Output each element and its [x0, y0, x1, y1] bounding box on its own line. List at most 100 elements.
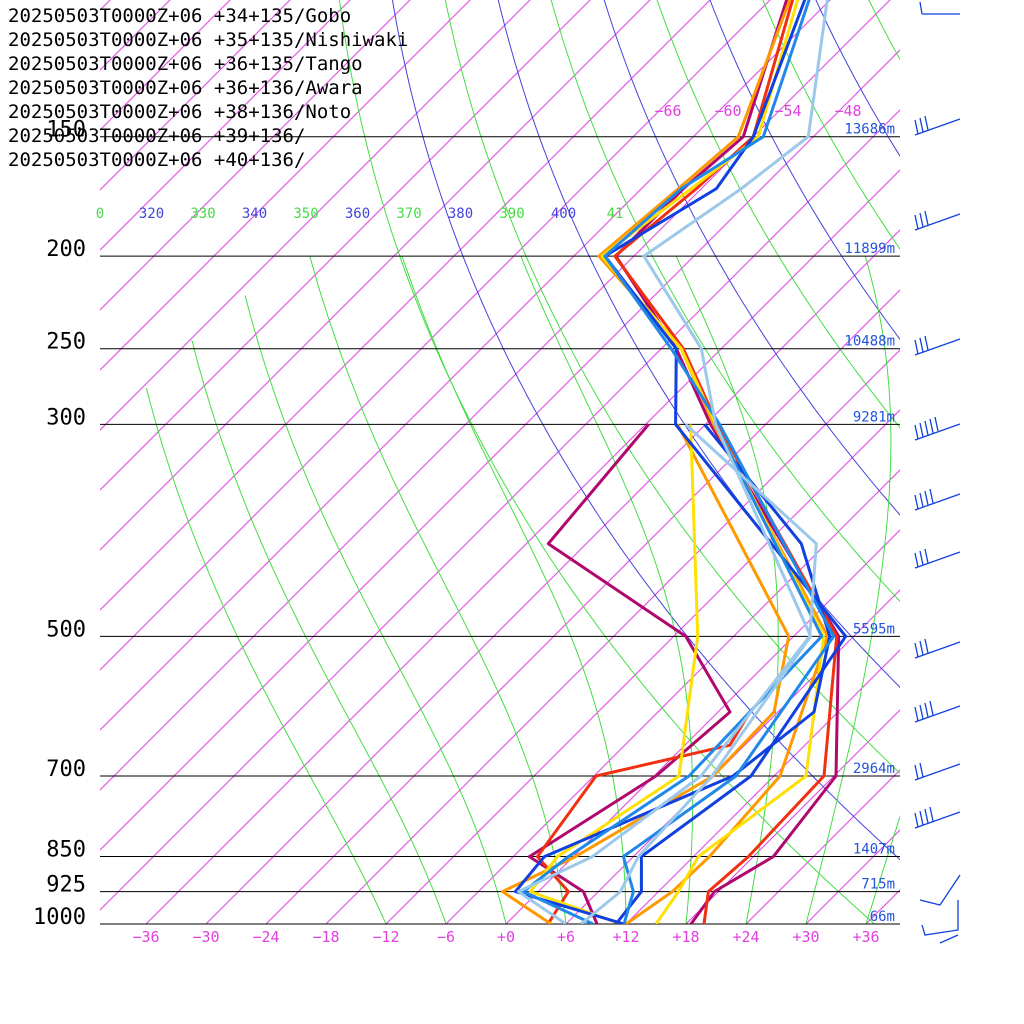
wind-barb [914, 638, 961, 659]
barb-staff [914, 118, 961, 136]
isotherm-line [265, 289, 900, 924]
wind-barb [914, 416, 961, 441]
barb-flag [919, 422, 924, 438]
barb-flag [929, 418, 934, 434]
barb-flag [914, 494, 919, 510]
wind-barb [914, 335, 961, 356]
barb-flag [914, 642, 919, 658]
isotherm-line [926, 0, 1024, 924]
barb-flag [924, 808, 929, 824]
dry-adiabat-line [865, 0, 1024, 924]
legend-entry: 20250503T0000Z+06 +34+135/Gobo [8, 5, 352, 27]
dewpoint-profile [521, 423, 824, 924]
isotherm-label: −66 [654, 102, 681, 120]
height-label: 11899m [844, 241, 895, 257]
isotherm-line [325, 349, 900, 924]
theta-label: 340 [242, 206, 267, 222]
legend-entry: 20250503T0000Z+06 +35+135/Nishiwaki [8, 29, 409, 51]
barb-staff [914, 811, 961, 829]
axis-labels: 10016234m15013686m20011899m25010488m3009… [33, 102, 895, 946]
temperature-profile [613, 0, 839, 924]
moist-adiabat-line [805, 255, 892, 924]
x-tick-label: −24 [252, 928, 279, 946]
x-tick-label: +24 [732, 928, 759, 946]
wind-barb [914, 700, 961, 723]
isotherm-label: −54 [774, 102, 801, 120]
barb-flag [914, 764, 919, 780]
barb-staff [914, 338, 961, 356]
barb-flag [929, 488, 934, 504]
height-label: 13686m [844, 122, 895, 138]
x-tick-label: −12 [372, 928, 399, 946]
wind-barb [914, 488, 961, 511]
height-label: 9281m [853, 409, 895, 425]
theta-label: 350 [293, 206, 318, 222]
x-tick-label: −30 [192, 928, 219, 946]
height-label: 5595m [853, 621, 895, 637]
dewpoint-profile [513, 423, 832, 924]
barb-flag [919, 704, 924, 720]
height-label: 10488m [844, 334, 895, 350]
barb-flag [924, 420, 929, 436]
barb-flag [924, 210, 929, 226]
pressure-label: 250 [46, 330, 86, 355]
wind-barb [914, 115, 961, 136]
barb-flag [919, 640, 924, 656]
barb-flag [914, 706, 919, 722]
x-tick-label: +12 [612, 928, 639, 946]
pressure-label: 500 [46, 617, 86, 642]
isotherm-line [445, 469, 900, 924]
pressure-label: 850 [46, 838, 86, 863]
barb-flag [914, 552, 919, 568]
isotherm-line [805, 829, 900, 924]
moist-adiabat-line [309, 255, 567, 924]
x-tick-label: −6 [437, 928, 455, 946]
barb-staff [914, 641, 961, 659]
barb-flag [929, 806, 934, 822]
isotherm-line [625, 649, 900, 924]
barb-flag [914, 339, 919, 355]
barb-flag [919, 117, 924, 133]
moist-adiabat-line [244, 295, 507, 924]
wind-barb [914, 210, 961, 231]
isotherm-line [986, 0, 1024, 924]
theta-label: 380 [448, 206, 473, 222]
height-label: 66m [870, 909, 895, 925]
barb-flag [924, 490, 929, 506]
x-tick-label: +30 [792, 928, 819, 946]
legend-entry: 20250503T0000Z+06 +38+136/Noto [8, 101, 352, 123]
legend-entry: 20250503T0000Z+06 +39+136/ [8, 125, 306, 147]
wind-barb [939, 934, 959, 944]
barb-flag [924, 702, 929, 718]
barb-flag [914, 812, 919, 828]
wind-barb [919, 1, 923, 15]
barb-flag [934, 416, 939, 432]
moist-adiabat-line [401, 255, 627, 924]
isotherm-label: −60 [714, 102, 741, 120]
legend-entry: 20250503T0000Z+06 +40+136/ [8, 149, 306, 171]
x-tick-label: +36 [852, 928, 879, 946]
barb-staff [914, 493, 961, 511]
theta-label: 390 [499, 206, 524, 222]
dry-adiabat-line [762, 0, 900, 250]
barb-flag [924, 548, 929, 564]
theta-label: 370 [396, 206, 421, 222]
temperature-profile [603, 0, 836, 924]
temperature-profile [600, 0, 826, 924]
theta-label: 360 [345, 206, 370, 222]
x-tick-label: −18 [312, 928, 339, 946]
legend-entry: 20250503T0000Z+06 +36+136/Awara [8, 77, 363, 99]
barb-staff [914, 423, 961, 441]
barb-staff [914, 551, 961, 569]
barb-flag [919, 337, 924, 353]
height-label: 2964m [853, 761, 895, 777]
barb-flag [929, 700, 934, 716]
height-label: 715m [861, 877, 895, 893]
x-tick-label: +0 [497, 928, 515, 946]
height-label: 1407m [853, 842, 895, 858]
barb-flag [919, 810, 924, 826]
dry-adiabat-line [785, 0, 1024, 924]
theta-label: 41 [607, 206, 624, 222]
dewpoint-profile [527, 423, 732, 924]
barb-staff [914, 705, 961, 723]
